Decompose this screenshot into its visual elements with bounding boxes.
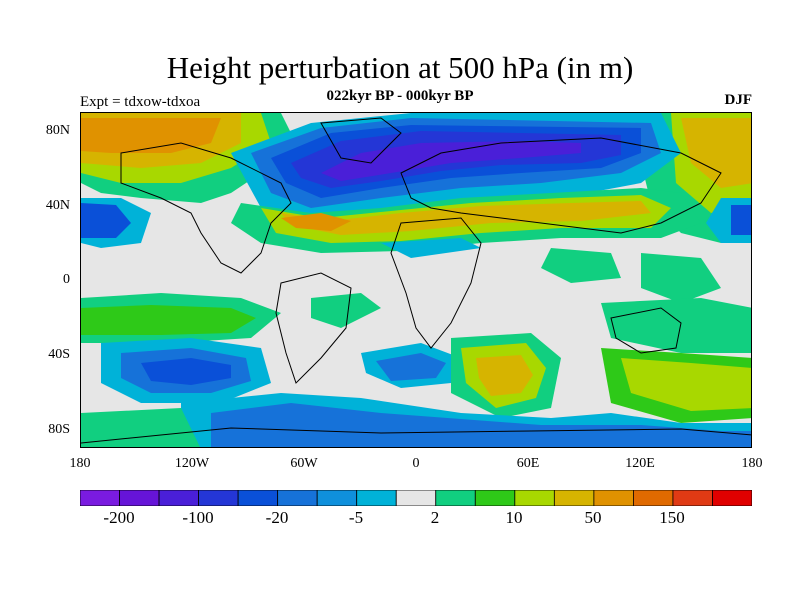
contour-region xyxy=(281,201,651,235)
lat-tick-0: 0 xyxy=(63,272,70,287)
contour-region xyxy=(376,353,446,381)
colorbar-label: 150 xyxy=(659,508,685,527)
map-canvas xyxy=(81,113,751,447)
contour-region xyxy=(141,358,231,385)
colorbar-label: 10 xyxy=(505,508,523,527)
lat-tick-40s: 40S xyxy=(48,347,70,362)
lon-tick-180-right: 180 xyxy=(741,456,763,471)
contour-region xyxy=(311,293,381,328)
coastlines xyxy=(81,117,751,444)
colorbar-swatch xyxy=(435,490,476,506)
lat-tick-80s: 80S xyxy=(48,422,70,437)
colorbar-swatch xyxy=(593,490,634,506)
contour-region xyxy=(681,118,751,188)
season-label: DJF xyxy=(724,92,753,108)
contour-region xyxy=(541,248,621,283)
contour-region xyxy=(211,403,751,447)
lon-tick-120e: 120E xyxy=(625,456,655,471)
lon-tick-60w: 60W xyxy=(290,456,318,471)
chart-subtitle: 022kyr BP - 000kyr BP xyxy=(326,88,474,104)
colorbar-swatch xyxy=(80,490,120,506)
contour-region xyxy=(601,298,751,353)
contour-region xyxy=(81,305,256,335)
lat-tick-40n: 40N xyxy=(45,198,70,213)
colorbar-swatch xyxy=(237,490,279,506)
colorbar-swatch xyxy=(712,490,752,506)
colorbar-label: -200 xyxy=(103,508,135,527)
colorbar-swatch xyxy=(633,490,674,506)
contour-region xyxy=(81,408,201,447)
colorbar-swatch xyxy=(553,490,595,506)
colorbar-swatch xyxy=(316,490,358,506)
colorbar-swatch xyxy=(356,490,397,506)
colorbar xyxy=(80,490,752,506)
lon-tick-120w: 120W xyxy=(174,456,210,471)
colorbar-label: 50 xyxy=(584,508,602,527)
contour-region xyxy=(641,253,721,303)
colorbar-swatch xyxy=(474,490,516,506)
colorbar-label: -100 xyxy=(182,508,214,527)
colorbar-label: -5 xyxy=(348,508,364,527)
colorbar-swatch xyxy=(198,490,239,506)
experiment-label: Expt = tdxow-tdxoa xyxy=(80,94,201,110)
lon-tick-180-left: 180 xyxy=(69,456,91,471)
lat-tick-80n: 80N xyxy=(45,123,70,138)
colorbar-label: 2 xyxy=(430,508,440,527)
colorbar-swatch xyxy=(119,490,160,506)
contour-region xyxy=(476,355,533,396)
contour-region xyxy=(621,358,751,411)
colorbar-swatch xyxy=(277,490,318,506)
contour-region xyxy=(281,213,351,231)
contour-region xyxy=(81,203,131,238)
map-panel xyxy=(80,112,752,448)
contour-region xyxy=(731,205,751,235)
lon-tick-0: 0 xyxy=(412,456,420,471)
colorbar-swatch xyxy=(158,490,199,506)
colorbar-label: -20 xyxy=(265,508,289,527)
colorbar-swatch xyxy=(395,490,437,506)
contour-region xyxy=(321,141,581,181)
chart-title: Height perturbation at 500 hPa (in m) xyxy=(166,50,634,85)
colorbar-swatch xyxy=(672,490,713,506)
contour-region xyxy=(381,238,481,258)
colorbar-swatch xyxy=(514,490,555,506)
lon-tick-60e: 60E xyxy=(516,456,540,471)
